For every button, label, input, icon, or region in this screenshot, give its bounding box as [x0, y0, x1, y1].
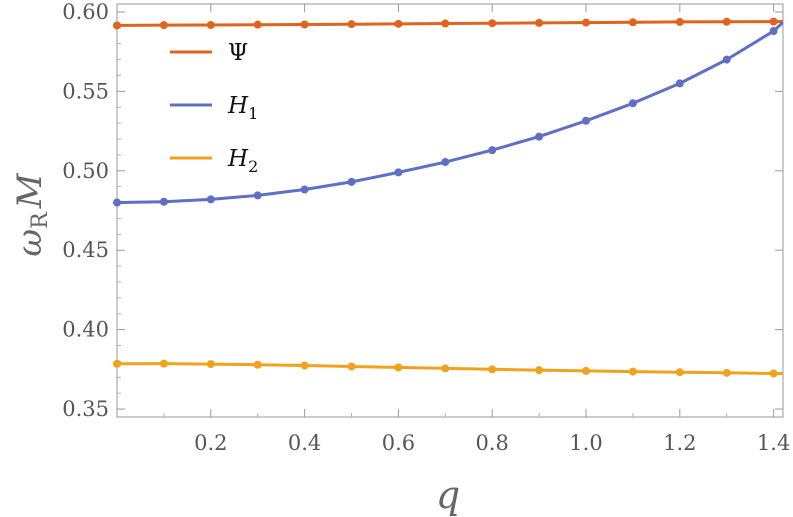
data-point — [582, 366, 591, 375]
legend-item: H1 — [170, 93, 258, 123]
x-axis: 0.2 0.4 0.6 0.8 1.0 1.2 1.4 — [163, 4, 790, 455]
legend-label-main: H — [227, 93, 249, 119]
data-point — [159, 359, 168, 368]
y-tick-label: 0.40 — [62, 318, 109, 342]
data-point — [769, 27, 778, 36]
series-Ψ — [113, 17, 783, 30]
legend-item: Ψ — [170, 40, 248, 66]
data-point — [394, 19, 403, 28]
data-point — [582, 18, 591, 27]
y-tick-label: 0.50 — [62, 159, 109, 183]
y-axis-label-subscript: R — [28, 211, 53, 229]
y-tick-label: 0.45 — [62, 238, 109, 262]
x-tick-label: 1.4 — [757, 431, 790, 455]
x-tick-label: 0.8 — [476, 431, 509, 455]
x-tick-label: 0.2 — [194, 431, 227, 455]
data-point — [394, 168, 403, 177]
y-tick-label: 0.35 — [62, 397, 109, 421]
data-point — [488, 365, 497, 374]
data-point — [722, 368, 731, 377]
data-point — [628, 367, 637, 376]
data-point — [769, 17, 778, 26]
data-point — [675, 79, 684, 88]
data-point — [535, 132, 544, 141]
data-point — [488, 19, 497, 28]
data-point — [253, 191, 262, 200]
data-point — [675, 368, 684, 377]
plot-frame — [116, 3, 784, 418]
data-point — [488, 146, 497, 155]
data-point — [628, 99, 637, 108]
y-axis-label-tail: M — [10, 172, 50, 209]
data-point — [394, 363, 403, 372]
x-tick-label: 0.4 — [288, 431, 321, 455]
data-point — [113, 359, 121, 368]
data-point — [628, 18, 637, 27]
data-point — [300, 20, 309, 29]
legend-label: Ψ — [228, 40, 248, 66]
data-point — [206, 195, 215, 204]
data-point — [535, 366, 544, 375]
data-point — [300, 185, 309, 194]
series-line — [117, 362, 783, 376]
x-tick-label: 0.6 — [382, 431, 415, 455]
data-point — [113, 21, 121, 30]
data-point — [253, 360, 262, 369]
data-point — [722, 17, 731, 26]
x-tick-label: 1.0 — [569, 431, 602, 455]
data-point — [441, 19, 450, 28]
data-point — [206, 360, 215, 369]
legend-label-subscript: 2 — [248, 157, 258, 176]
data-point — [582, 116, 591, 125]
y-axis-label: ωRM — [10, 172, 53, 256]
data-point — [347, 20, 356, 29]
x-axis-label: q — [436, 473, 460, 517]
data-point — [769, 369, 778, 378]
legend-label-main: Ψ — [228, 40, 248, 66]
series-H2 — [113, 359, 783, 378]
data-point — [535, 18, 544, 27]
series-H1 — [113, 21, 783, 207]
x-tick-label: 1.2 — [663, 431, 696, 455]
y-tick-label: 0.60 — [62, 0, 109, 24]
plot-border — [116, 3, 784, 418]
series-line — [117, 20, 783, 27]
y-axis: 0.35 0.40 0.45 0.50 0.55 0.60 — [62, 0, 783, 421]
series-layer — [113, 17, 783, 378]
legend-label-main: H — [227, 146, 249, 172]
data-point — [722, 55, 731, 64]
data-point — [441, 364, 450, 373]
data-point — [300, 361, 309, 370]
legend-item: H2 — [170, 146, 258, 176]
data-point — [159, 197, 168, 206]
data-point — [206, 20, 215, 29]
data-point — [347, 362, 356, 371]
data-point — [347, 177, 356, 186]
data-point — [441, 158, 450, 167]
data-point — [113, 198, 121, 207]
legend-label-subscript: 1 — [248, 104, 258, 123]
data-point — [253, 20, 262, 29]
y-axis-label-main: ω — [10, 229, 50, 257]
data-point — [159, 21, 168, 30]
legend-label: H1 — [227, 93, 258, 123]
legend-label: H2 — [227, 146, 258, 176]
y-tick-label: 0.55 — [62, 79, 109, 103]
series-line — [117, 21, 783, 205]
data-point — [675, 17, 684, 26]
